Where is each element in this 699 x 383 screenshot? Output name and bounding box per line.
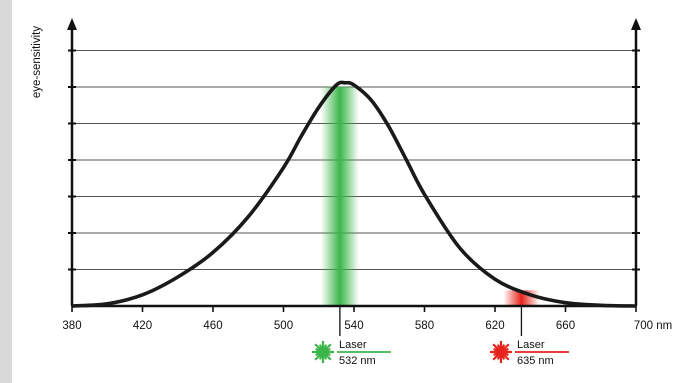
laser-band-532 xyxy=(320,86,359,307)
eye-sensitivity-chart: 380 420 460 500 540 580 620 660 700 nm eye-sensi… xyxy=(31,18,672,367)
core xyxy=(496,347,506,357)
laser-label: Laser xyxy=(517,339,545,351)
x-tick-label: 620 xyxy=(485,320,504,332)
x-tick-label: 580 xyxy=(415,320,434,332)
laser-label: Laser xyxy=(339,339,367,351)
x-tick-label: 700 nm xyxy=(634,320,672,332)
x-tick-label: 420 xyxy=(133,320,152,332)
x-tick-label: 380 xyxy=(62,320,81,332)
chart-panel: 380 420 460 500 540 580 620 660 700 nm eye-sensi… xyxy=(12,0,699,383)
x-tick-label: 460 xyxy=(203,320,222,332)
laser-starburst-icon xyxy=(312,341,334,363)
x-tick-label: 540 xyxy=(344,320,363,332)
laser-legend: Laser 532 nm Laser 635 nm xyxy=(312,306,569,367)
arrow-up-icon xyxy=(631,18,641,30)
y-axis-label: eye-sensitivity xyxy=(31,26,43,98)
core xyxy=(318,347,328,357)
laser-starburst-icon xyxy=(490,341,512,363)
laser-wavelength-label: 532 nm xyxy=(339,355,376,367)
arrow-up-icon xyxy=(67,18,77,30)
x-tick-label: 660 xyxy=(556,320,575,332)
x-axis-ticks: 380 420 460 500 540 580 620 660 700 nm xyxy=(62,306,672,332)
x-tick-label: 500 xyxy=(274,320,293,332)
laser-wavelength-label: 635 nm xyxy=(517,355,554,367)
sensitivity-curve xyxy=(71,80,637,308)
